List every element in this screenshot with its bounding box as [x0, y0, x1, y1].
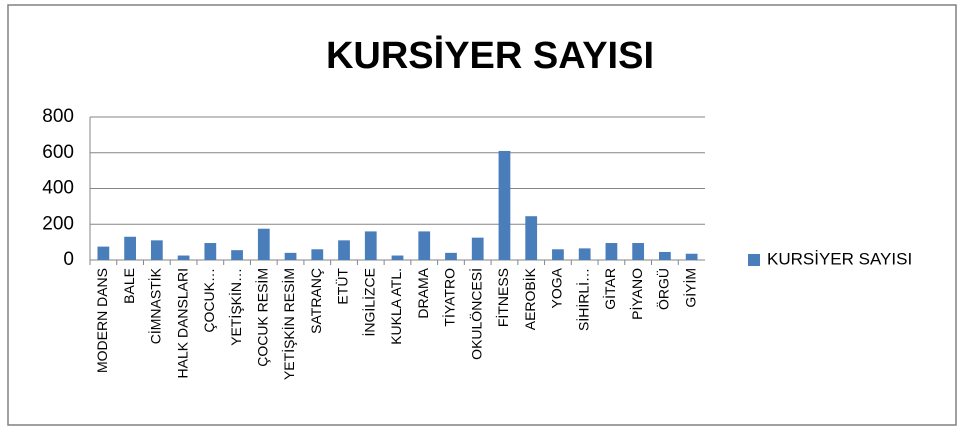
x-tick-label: GİTAR [601, 268, 618, 310]
bar [284, 252, 297, 260]
bar [605, 243, 618, 260]
x-tick-label: YETİŞKİN RESİM [280, 268, 297, 380]
x-tick-label: ÇOCUK… [201, 268, 217, 333]
bar [632, 243, 645, 260]
bar [391, 255, 404, 260]
bar [498, 150, 511, 260]
bar [685, 253, 698, 260]
x-tick-label: FİTNESS [494, 268, 511, 327]
y-tick-label: 800 [42, 106, 74, 127]
y-tick-label: 400 [42, 178, 74, 199]
x-tick-label: DRAMA [415, 267, 431, 318]
x-tick-label: HALK DANSLARI [174, 268, 190, 378]
bar [471, 237, 484, 260]
x-tick-label: PİYANO [628, 268, 645, 320]
bar [659, 251, 671, 260]
x-tick-label: CİMNASTİK [147, 267, 164, 344]
bar [364, 231, 377, 260]
x-tick-label: AEROBİK [521, 267, 538, 330]
bar [418, 231, 431, 260]
x-tick-label: KUKLA ATL. [388, 268, 404, 345]
y-tick-label: 200 [42, 213, 74, 234]
bar [204, 243, 217, 260]
bar [257, 228, 270, 260]
bar [97, 246, 110, 260]
bar [578, 248, 591, 260]
x-tick-label: YETİŞKİN… [227, 268, 244, 346]
chart-title: KURSİYER SAYISI [326, 35, 654, 77]
x-tick-label: TİYATRO [441, 268, 458, 327]
x-tick-label: MODERN DANS [94, 268, 110, 373]
x-tick-label: OKULÖNCESİ [467, 268, 484, 360]
bar [311, 249, 324, 260]
bar [231, 250, 243, 260]
x-tick-label: SATRANÇ [308, 268, 324, 334]
legend-label: KURSİYER SAYISI [767, 249, 912, 268]
x-tick-label: ÖRGÜ [655, 268, 672, 310]
bar [552, 249, 564, 260]
x-tick-label: GİYİM [681, 268, 698, 308]
bar [525, 216, 538, 260]
bar [150, 240, 163, 260]
y-tick-label: 0 [63, 249, 74, 270]
x-tick-label: SİHİRLİ… [574, 268, 591, 331]
chart-frame [7, 4, 957, 426]
bar [177, 255, 190, 260]
bar [338, 240, 350, 260]
x-tick-label: BALE [121, 268, 137, 304]
bar [124, 236, 136, 260]
x-tick-label: İNGİLİZCE [360, 268, 377, 336]
bar [445, 252, 457, 260]
x-tick-label: YOGA [549, 267, 565, 308]
x-tick-label: ETÜT [334, 268, 351, 305]
x-tick-label: ÇOCUK RESİM [254, 268, 271, 367]
y-tick-label: 600 [42, 142, 74, 163]
legend-swatch [748, 254, 760, 266]
